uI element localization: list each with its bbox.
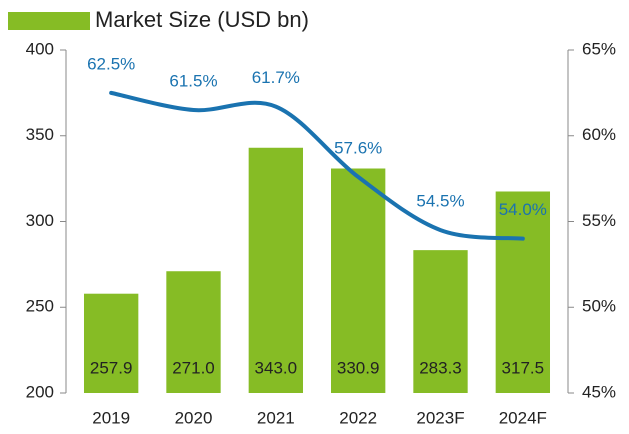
- y-tick-label: 250: [26, 297, 54, 316]
- x-tick-label: 2019: [92, 408, 130, 427]
- y-tick-label: 200: [26, 382, 54, 401]
- line-value-label: 57.6%: [334, 138, 382, 157]
- y2-tick-label: 60%: [582, 125, 616, 144]
- bar-value-label: 271.0: [172, 358, 215, 377]
- x-tick-label: 2022: [339, 408, 377, 427]
- line-value-label: 54.5%: [416, 192, 464, 211]
- bar-value-label: 283.3: [419, 358, 462, 377]
- x-tick-label: 2021: [257, 408, 295, 427]
- bar: [83, 293, 139, 393]
- y2-tick-label: 45%: [582, 382, 616, 401]
- x-tick-label: 2024F: [499, 408, 547, 427]
- y-tick-label: 350: [26, 125, 54, 144]
- bar-value-label: 257.9: [90, 358, 133, 377]
- bar: [166, 271, 221, 393]
- bar-value-label: 317.5: [502, 358, 545, 377]
- x-tick-label: 2020: [175, 408, 213, 427]
- y-tick-label: 300: [26, 211, 54, 230]
- y-tick-label: 400: [26, 39, 54, 58]
- y2-tick-label: 65%: [582, 39, 616, 58]
- bar-value-label: 343.0: [255, 358, 298, 377]
- line-value-label: 61.5%: [169, 72, 217, 91]
- legend-swatch: [8, 12, 90, 30]
- bar: [495, 191, 551, 393]
- y2-tick-label: 55%: [582, 211, 616, 230]
- bar: [413, 250, 468, 393]
- bar: [330, 168, 386, 393]
- line-value-label: 62.5%: [87, 54, 135, 73]
- legend-label: Market Size (USD bn): [95, 7, 309, 32]
- bar: [248, 147, 304, 393]
- line: [109, 90, 525, 241]
- x-tick-label: 2023F: [416, 408, 464, 427]
- line-value-label: 61.7%: [252, 68, 300, 87]
- y2-tick-label: 50%: [582, 297, 616, 316]
- bar-value-label: 330.9: [337, 358, 380, 377]
- line-value-label: 54.0%: [499, 200, 547, 219]
